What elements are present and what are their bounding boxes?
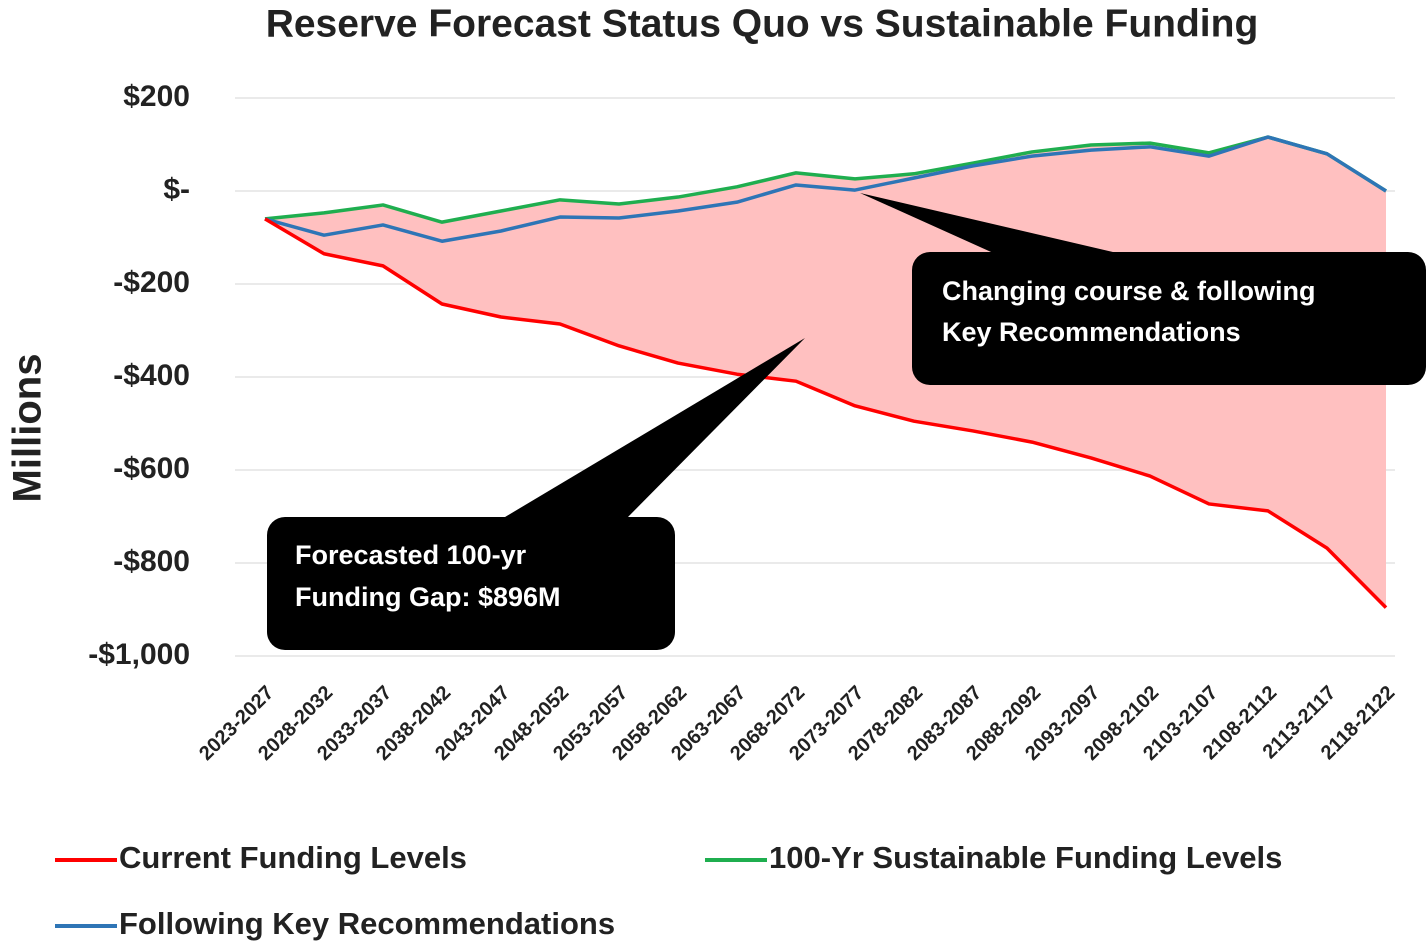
annotation-line: Forecasted 100-yr xyxy=(295,540,527,570)
y-tick-label: $- xyxy=(163,173,190,206)
series-line xyxy=(264,135,1387,243)
y-tick-label: -$400 xyxy=(113,359,190,392)
chart-title: Reserve Forecast Status Quo vs Sustainab… xyxy=(266,2,1259,45)
y-tick-label: -$600 xyxy=(113,452,190,485)
annotation-line: Changing course & following xyxy=(942,276,1316,306)
y-tick-label: $200 xyxy=(123,80,190,113)
callout-box xyxy=(912,252,1426,385)
y-tick-label: -$200 xyxy=(113,266,190,299)
callout-pointer xyxy=(860,193,1130,256)
callout-box xyxy=(267,517,675,650)
y-tick-label: -$800 xyxy=(113,545,190,578)
series-line xyxy=(264,217,1388,609)
callouts: Changing course & following Key Recommen… xyxy=(267,193,1426,650)
legend-label: 100-Yr Sustainable Funding Levels xyxy=(769,840,1282,875)
y-axis-label: Millions xyxy=(6,354,50,503)
legend: Current Funding Levels 100-Yr Sustainable… xyxy=(55,840,1282,941)
callout-pointer xyxy=(500,338,805,520)
annotation-line: Key Recommendations xyxy=(942,317,1241,347)
legend-label: Current Funding Levels xyxy=(119,840,467,875)
legend-label: Following Key Recommendations xyxy=(119,906,615,941)
series-line xyxy=(264,135,1387,224)
annotation-line: Funding Gap: $896M xyxy=(295,582,561,612)
y-tick-label: -$1,000 xyxy=(88,638,190,671)
